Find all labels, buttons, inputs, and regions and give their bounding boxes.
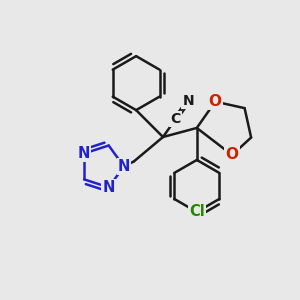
Text: O: O [226, 148, 238, 163]
Text: O: O [209, 94, 222, 109]
Text: Cl: Cl [189, 204, 205, 219]
Text: N: N [78, 146, 90, 161]
Text: N: N [118, 159, 130, 174]
Text: N: N [182, 94, 194, 108]
Text: C: C [170, 112, 181, 126]
Text: N: N [103, 180, 115, 195]
